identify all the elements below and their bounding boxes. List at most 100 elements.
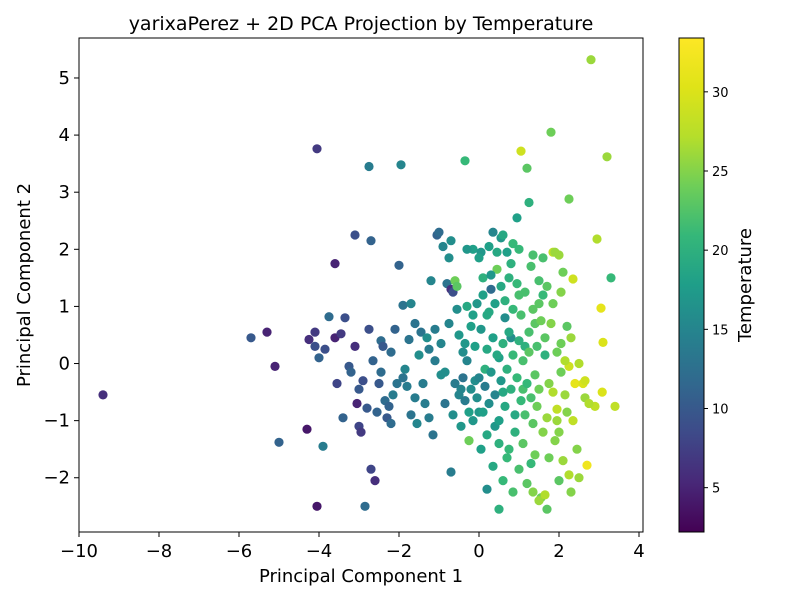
data-point xyxy=(456,421,466,431)
data-point xyxy=(392,378,402,389)
data-point xyxy=(584,398,594,409)
data-point xyxy=(474,253,484,263)
data-point xyxy=(526,458,536,469)
colorbar-tick-label: 15 xyxy=(712,323,729,338)
data-point xyxy=(512,279,522,289)
data-point xyxy=(494,504,504,514)
data-point xyxy=(510,410,520,420)
y-tick-label: 1 xyxy=(59,296,70,317)
data-point xyxy=(314,353,324,363)
data-point xyxy=(246,333,256,343)
data-point xyxy=(528,487,538,497)
data-point xyxy=(592,234,602,244)
data-point xyxy=(502,247,512,257)
data-point xyxy=(402,381,412,391)
colorbar-axis: 5 10 15 20 25 30 xyxy=(704,86,729,497)
data-point xyxy=(488,333,498,343)
data-point xyxy=(430,356,440,366)
data-point xyxy=(350,230,360,240)
x-tick-label: −10 xyxy=(60,541,98,562)
data-point xyxy=(574,358,584,369)
y-axis-title: Principal Component 2 xyxy=(14,183,35,387)
data-point xyxy=(534,496,544,506)
data-point xyxy=(554,476,564,486)
data-point xyxy=(510,427,520,437)
data-point xyxy=(546,318,556,329)
data-point xyxy=(526,261,536,271)
data-point xyxy=(522,478,532,489)
data-point xyxy=(468,310,478,320)
data-point xyxy=(366,236,376,246)
x-axis-title: Principal Component 1 xyxy=(259,566,463,587)
data-point xyxy=(310,327,320,337)
data-point xyxy=(416,327,426,337)
data-point xyxy=(508,487,518,497)
data-point xyxy=(554,427,564,437)
data-point xyxy=(542,504,552,514)
data-point xyxy=(460,338,470,349)
data-point xyxy=(570,378,580,389)
data-point xyxy=(368,356,378,366)
data-point xyxy=(492,264,502,274)
data-point xyxy=(406,410,416,420)
data-point xyxy=(574,473,584,483)
data-point xyxy=(476,444,486,454)
data-point xyxy=(524,327,534,337)
data-point xyxy=(548,387,558,397)
data-point xyxy=(556,287,566,297)
x-tick-label: −4 xyxy=(306,541,333,562)
data-point xyxy=(558,267,568,277)
data-point xyxy=(410,393,420,403)
data-point xyxy=(468,416,478,426)
data-point xyxy=(508,350,518,360)
data-point xyxy=(438,241,448,252)
data-point xyxy=(466,321,476,331)
data-point xyxy=(420,398,430,409)
data-point xyxy=(312,501,322,511)
data-point xyxy=(484,241,494,252)
data-point xyxy=(386,347,396,357)
data-point xyxy=(512,213,522,223)
data-point xyxy=(530,450,540,460)
data-point xyxy=(424,344,434,354)
data-point xyxy=(460,396,470,406)
data-point xyxy=(532,401,542,411)
data-point xyxy=(566,487,576,497)
data-point xyxy=(488,461,498,471)
data-point xyxy=(496,281,506,291)
data-point xyxy=(482,484,492,494)
data-point xyxy=(516,396,526,406)
data-point xyxy=(396,160,406,170)
data-point xyxy=(412,418,422,429)
data-point xyxy=(528,418,538,429)
data-point xyxy=(372,407,382,417)
data-point xyxy=(262,327,272,337)
data-point xyxy=(378,341,388,351)
colorbar xyxy=(678,37,705,533)
data-point xyxy=(544,378,554,389)
data-point xyxy=(374,378,384,389)
x-axis: −10 −8 −6 −4 −2 0 2 4 xyxy=(60,532,645,562)
data-point xyxy=(538,253,548,263)
data-point xyxy=(544,453,554,463)
data-point xyxy=(478,290,488,300)
data-point xyxy=(494,416,504,426)
x-tick-label: 2 xyxy=(553,541,564,562)
data-point xyxy=(418,378,428,389)
data-point xyxy=(398,373,408,383)
data-point xyxy=(332,378,342,389)
data-point xyxy=(526,393,536,403)
data-point xyxy=(394,260,404,270)
data-point xyxy=(516,146,526,156)
data-point xyxy=(502,364,512,374)
data-point xyxy=(304,334,314,345)
data-point xyxy=(370,476,380,486)
data-point xyxy=(454,330,464,340)
data-point xyxy=(536,316,546,326)
data-point xyxy=(400,364,410,374)
data-point xyxy=(462,301,472,311)
data-point xyxy=(554,250,564,260)
data-point xyxy=(512,373,522,383)
